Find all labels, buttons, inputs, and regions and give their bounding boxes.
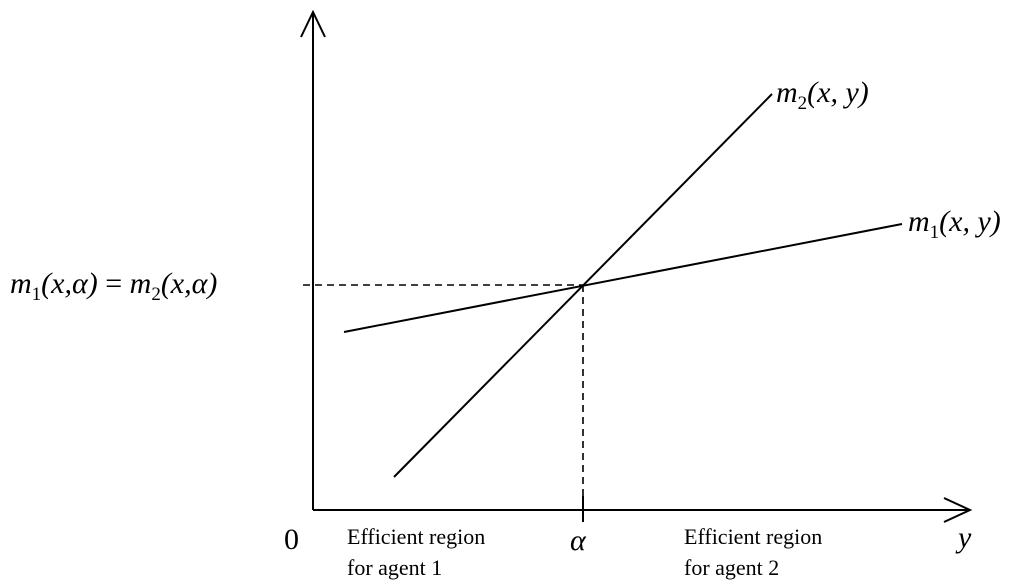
intersection-label: m1(x,α) = m2(x,α)	[10, 267, 217, 305]
agent1-region-line1: Efficient region	[347, 524, 485, 549]
origin-label: 0	[284, 523, 299, 556]
agent2-region-line1: Efficient region	[684, 524, 822, 549]
m1-line	[343, 223, 903, 333]
agent1-region-line2: for agent 1	[347, 555, 442, 580]
x-axis-label: y	[955, 521, 972, 554]
vertical-axis-arrowhead	[300, 9, 326, 38]
agent2-region-line2: for agent 2	[684, 555, 779, 580]
m1-label: m1(x, y)	[908, 205, 1001, 243]
alpha-label: α	[570, 524, 587, 557]
horizontal-axis-arrowhead	[943, 497, 973, 523]
m2-label: m2(x, y)	[776, 76, 869, 114]
